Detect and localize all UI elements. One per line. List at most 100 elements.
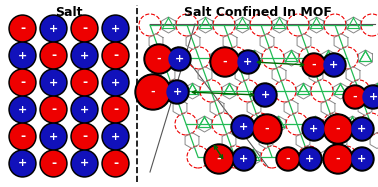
Text: -: - bbox=[20, 76, 25, 89]
Circle shape bbox=[9, 150, 36, 177]
Text: -: - bbox=[113, 103, 118, 116]
Circle shape bbox=[104, 97, 127, 122]
Circle shape bbox=[233, 117, 253, 137]
Text: -: - bbox=[286, 154, 290, 164]
Circle shape bbox=[325, 146, 351, 172]
Text: -: - bbox=[82, 130, 87, 143]
Circle shape bbox=[352, 149, 372, 169]
Text: -: - bbox=[265, 124, 269, 134]
Circle shape bbox=[11, 97, 34, 122]
Circle shape bbox=[345, 87, 365, 107]
Circle shape bbox=[102, 96, 129, 123]
Text: +: + bbox=[18, 105, 27, 114]
Circle shape bbox=[324, 55, 344, 75]
Text: Salt Confined In MOF: Salt Confined In MOF bbox=[184, 6, 332, 19]
Circle shape bbox=[210, 47, 240, 77]
Text: +: + bbox=[18, 159, 27, 168]
Circle shape bbox=[104, 16, 127, 41]
Text: -: - bbox=[312, 60, 316, 70]
Circle shape bbox=[300, 149, 320, 169]
Circle shape bbox=[255, 85, 275, 105]
Circle shape bbox=[135, 74, 171, 110]
Circle shape bbox=[167, 47, 191, 71]
Circle shape bbox=[71, 15, 98, 42]
Text: +: + bbox=[305, 154, 314, 164]
Circle shape bbox=[102, 42, 129, 69]
Circle shape bbox=[104, 125, 127, 148]
Circle shape bbox=[9, 96, 36, 123]
Circle shape bbox=[73, 151, 96, 176]
Circle shape bbox=[361, 85, 378, 109]
Text: +: + bbox=[80, 159, 89, 168]
Circle shape bbox=[11, 125, 34, 148]
Circle shape bbox=[104, 70, 127, 94]
Text: -: - bbox=[82, 76, 87, 89]
Circle shape bbox=[104, 151, 127, 176]
Circle shape bbox=[102, 69, 129, 96]
Text: -: - bbox=[353, 92, 357, 102]
Circle shape bbox=[102, 150, 129, 177]
Circle shape bbox=[102, 15, 129, 42]
Circle shape bbox=[304, 55, 324, 75]
Circle shape bbox=[302, 53, 326, 77]
Circle shape bbox=[204, 144, 234, 174]
Circle shape bbox=[146, 46, 172, 72]
Text: +: + bbox=[357, 154, 367, 164]
Text: +: + bbox=[111, 24, 120, 33]
Circle shape bbox=[42, 70, 65, 94]
Circle shape bbox=[42, 151, 65, 176]
Circle shape bbox=[167, 82, 187, 102]
Circle shape bbox=[42, 44, 65, 68]
Circle shape bbox=[254, 116, 280, 142]
Circle shape bbox=[343, 85, 367, 109]
Text: -: - bbox=[113, 49, 118, 62]
Circle shape bbox=[144, 44, 174, 74]
Circle shape bbox=[304, 119, 324, 139]
Circle shape bbox=[104, 44, 127, 68]
Circle shape bbox=[73, 16, 96, 41]
Circle shape bbox=[363, 87, 378, 107]
Text: -: - bbox=[151, 87, 155, 97]
Text: +: + bbox=[172, 87, 181, 97]
Circle shape bbox=[71, 69, 98, 96]
Circle shape bbox=[234, 149, 254, 169]
Text: +: + bbox=[239, 154, 249, 164]
Circle shape bbox=[323, 114, 353, 144]
Circle shape bbox=[322, 53, 346, 77]
Circle shape bbox=[11, 151, 34, 176]
Circle shape bbox=[40, 69, 67, 96]
Circle shape bbox=[253, 83, 277, 107]
Text: -: - bbox=[51, 157, 56, 170]
Circle shape bbox=[236, 50, 260, 74]
Circle shape bbox=[42, 125, 65, 148]
Text: -: - bbox=[51, 103, 56, 116]
Text: -: - bbox=[82, 22, 87, 35]
Text: Salt: Salt bbox=[55, 6, 83, 19]
Text: +: + bbox=[357, 124, 367, 134]
Circle shape bbox=[276, 147, 300, 171]
Circle shape bbox=[40, 96, 67, 123]
Circle shape bbox=[11, 70, 34, 94]
Circle shape bbox=[9, 69, 36, 96]
Circle shape bbox=[71, 123, 98, 150]
Circle shape bbox=[323, 144, 353, 174]
Text: -: - bbox=[51, 49, 56, 62]
Circle shape bbox=[238, 52, 258, 72]
Circle shape bbox=[206, 146, 232, 172]
Circle shape bbox=[169, 49, 189, 69]
Text: -: - bbox=[336, 124, 340, 134]
Text: -: - bbox=[20, 22, 25, 35]
Text: +: + bbox=[49, 24, 58, 33]
Circle shape bbox=[11, 44, 34, 68]
Text: +: + bbox=[111, 131, 120, 142]
Circle shape bbox=[325, 116, 351, 142]
Circle shape bbox=[73, 70, 96, 94]
Text: +: + bbox=[369, 92, 378, 102]
Circle shape bbox=[278, 149, 298, 169]
Circle shape bbox=[212, 49, 238, 75]
Circle shape bbox=[9, 15, 36, 42]
Text: +: + bbox=[80, 105, 89, 114]
Circle shape bbox=[165, 80, 189, 104]
Text: +: + bbox=[49, 131, 58, 142]
Circle shape bbox=[71, 96, 98, 123]
